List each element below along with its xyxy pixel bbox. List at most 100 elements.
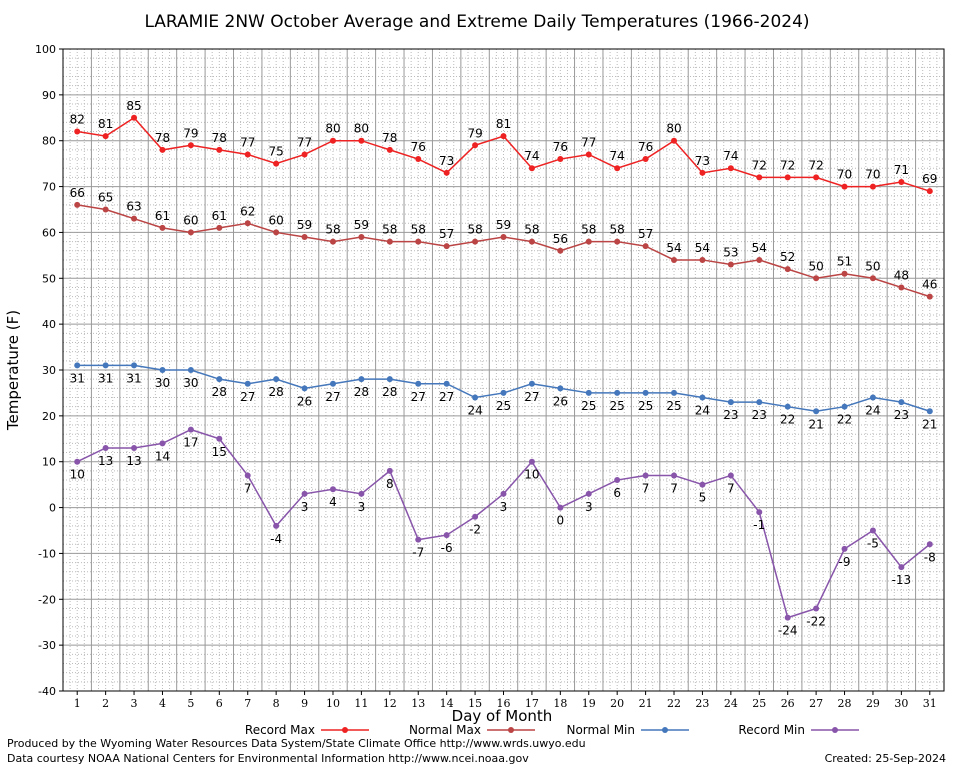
data-label-record-max: 77 — [581, 135, 596, 149]
data-label-normal-max: 58 — [411, 223, 426, 237]
data-point-normal-max — [528, 238, 535, 245]
data-point-record-max — [131, 114, 138, 121]
data-point-record-min — [557, 504, 564, 511]
data-point-record-max — [898, 178, 905, 185]
x-tick-label: 30 — [894, 697, 908, 710]
data-label-normal-min: 21 — [922, 417, 937, 431]
data-label-normal-max: 58 — [382, 223, 397, 237]
created-date: Created: 25-Sep-2024 — [824, 752, 946, 765]
data-label-normal-max: 58 — [581, 223, 596, 237]
data-point-record-min — [244, 472, 251, 479]
x-tick-label: 6 — [216, 697, 223, 710]
y-tick-label: 0 — [49, 502, 56, 515]
data-label-normal-min: 28 — [269, 385, 284, 399]
data-label-record-min: -6 — [441, 541, 453, 555]
data-point-normal-max — [472, 238, 479, 245]
data-point-record-max — [159, 146, 166, 153]
data-label-normal-max: 53 — [723, 246, 738, 260]
data-label-record-min: 10 — [524, 468, 539, 482]
data-point-record-max — [301, 151, 308, 158]
data-point-normal-min — [841, 403, 848, 410]
data-label-normal-max: 60 — [269, 213, 284, 227]
data-point-normal-min — [671, 389, 678, 396]
data-label-record-min: 7 — [727, 481, 735, 495]
data-point-normal-max — [614, 238, 621, 245]
footer-credit-line-2: Data courtesy NOAA National Centers for … — [7, 752, 529, 765]
data-label-normal-max: 58 — [325, 223, 340, 237]
data-label-normal-min: 30 — [183, 376, 198, 390]
legend-marker-record-max — [342, 727, 348, 733]
data-point-normal-min — [102, 362, 109, 369]
data-label-normal-min: 27 — [411, 390, 426, 404]
data-label-record-max: 73 — [695, 154, 710, 168]
y-tick-label: 80 — [42, 135, 56, 148]
y-axis-ticks: -40 -30 -20 -10 0 10 20 30 40 50 60 70 80 90 100 — [35, 43, 63, 698]
data-label-normal-min: 26 — [553, 394, 568, 408]
data-point-normal-max — [756, 256, 763, 263]
data-label-normal-min: 27 — [240, 390, 255, 404]
series-record-min: 10 13 13 14 17 15 7 -4 3 4 3 8 -7 -6 -2 3 10 0 3 6 7 7 5 7 -1 -24… — [70, 426, 936, 638]
data-point-normal-min — [614, 389, 621, 396]
data-point-record-min — [898, 564, 905, 571]
data-point-record-min — [869, 527, 876, 534]
data-label-normal-min: 31 — [126, 371, 141, 385]
data-point-normal-max — [273, 229, 280, 236]
data-label-normal-max: 60 — [183, 213, 198, 227]
major-grid — [63, 48, 944, 692]
data-point-normal-min — [74, 362, 81, 369]
data-point-record-max — [869, 183, 876, 190]
data-point-record-min — [216, 435, 223, 442]
data-label-normal-max: 61 — [212, 209, 227, 223]
data-label-record-max: 69 — [922, 172, 937, 186]
data-label-normal-min: 31 — [70, 371, 85, 385]
legend-marker-normal-min — [662, 727, 668, 733]
data-label-record-min: 10 — [70, 468, 85, 482]
data-point-record-min — [926, 541, 933, 548]
data-point-record-max — [699, 169, 706, 176]
data-point-normal-min — [585, 389, 592, 396]
data-point-normal-min — [187, 367, 194, 373]
data-point-normal-min — [813, 408, 820, 415]
x-tick-label: 26 — [781, 697, 795, 710]
data-point-normal-max — [841, 270, 848, 277]
data-label-record-min: -1 — [753, 518, 765, 532]
data-point-normal-max — [642, 243, 649, 250]
data-point-normal-max — [500, 234, 507, 241]
data-point-record-max — [216, 146, 223, 153]
data-label-normal-max: 48 — [894, 268, 909, 282]
series-normal-max: 66 65 63 61 60 61 62 60 59 58 59 58 58 57 58 59 58 56 58 58… — [70, 186, 937, 300]
data-label-normal-max: 57 — [439, 227, 454, 241]
data-label-normal-min: 25 — [496, 399, 511, 413]
data-point-record-max — [813, 174, 820, 181]
x-tick-label: 12 — [383, 697, 397, 710]
data-point-record-min — [159, 440, 166, 447]
data-label-normal-min: 27 — [439, 390, 454, 404]
data-point-normal-max — [216, 224, 223, 231]
x-tick-label: 5 — [187, 697, 194, 710]
data-label-normal-min: 28 — [382, 385, 397, 399]
data-point-record-min — [671, 472, 678, 479]
data-label-record-min: -8 — [924, 550, 936, 564]
series-record-max: 82 81 85 78 79 78 77 75 77 80 80 78 76 73 79 81 74 76 77 74… — [70, 99, 937, 195]
y-tick-label: 40 — [42, 318, 56, 331]
x-tick-label: 21 — [639, 697, 653, 710]
data-label-normal-min: 27 — [524, 390, 539, 404]
data-label-normal-max: 61 — [155, 209, 170, 223]
x-tick-label: 17 — [525, 697, 539, 710]
data-label-normal-max: 50 — [808, 259, 823, 273]
data-label-record-min: 4 — [329, 495, 337, 509]
data-label-record-max: 76 — [411, 140, 426, 154]
data-point-record-max — [187, 142, 194, 149]
x-tick-label: 25 — [752, 697, 766, 710]
data-point-record-max — [528, 165, 535, 172]
y-tick-label: -30 — [38, 639, 56, 652]
data-label-normal-max: 62 — [240, 204, 255, 218]
data-label-record-max: 77 — [297, 135, 312, 149]
data-point-normal-max — [869, 275, 876, 282]
x-tick-label: 3 — [131, 697, 138, 710]
data-label-normal-min: 22 — [780, 413, 795, 427]
data-point-normal-min — [358, 376, 365, 383]
data-point-normal-max — [358, 234, 365, 241]
series-normal-min: 31 31 31 30 30 28 27 28 26 27 28 28 27 27 24 25 27 26 25 25… — [70, 362, 937, 431]
